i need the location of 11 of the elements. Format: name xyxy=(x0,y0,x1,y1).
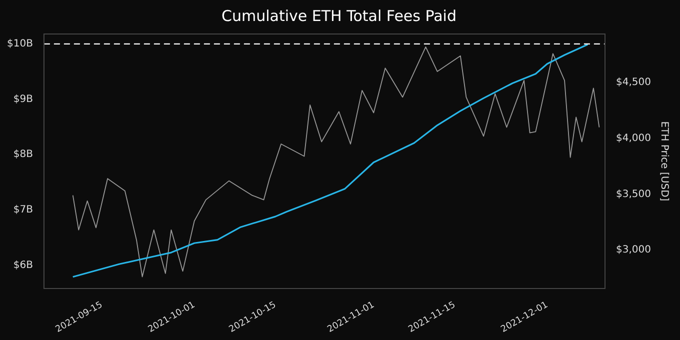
y2-tick-label: $4,500 xyxy=(616,77,652,88)
y-tick-label: $9B xyxy=(13,94,34,105)
y-tick-label: $10B xyxy=(6,38,34,50)
y-tick-label: $6B xyxy=(13,260,34,271)
y2-tick-label: $3,000 xyxy=(616,244,652,256)
chart-title: Cumulative ETH Total Fees Paid xyxy=(222,6,456,25)
y2-tick-label: $4,000 xyxy=(616,133,652,144)
y2-axis-title: ETH Price [USD] xyxy=(658,121,670,202)
y2-tick-label: $3,500 xyxy=(616,188,652,200)
y-tick-label: $8B xyxy=(13,149,34,160)
y-tick-label: $7B xyxy=(13,204,34,216)
